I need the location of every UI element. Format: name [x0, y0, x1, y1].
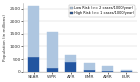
Legend: Low Risk (>= 2 cases/1000/year), High Risk (>= 1 cases/1000/year): Low Risk (>= 2 cases/1000/year), High Ri…: [69, 5, 135, 16]
Bar: [65, 62, 76, 72]
Bar: [28, 6, 39, 57]
Bar: [84, 70, 95, 72]
Bar: [65, 55, 76, 62]
Y-axis label: Population (in millions): Population (in millions): [4, 14, 7, 61]
Bar: [47, 68, 58, 72]
Bar: [28, 57, 39, 72]
Bar: [102, 66, 113, 71]
Bar: [102, 71, 113, 72]
Bar: [121, 70, 132, 72]
Bar: [47, 32, 58, 68]
Bar: [84, 63, 95, 70]
